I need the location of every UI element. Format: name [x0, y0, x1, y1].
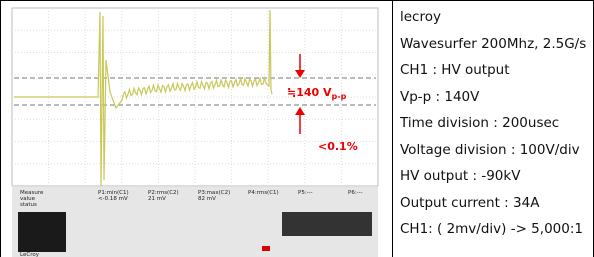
- cell-divider: [392, 0, 393, 257]
- info-line: Output current : 34A: [400, 190, 592, 217]
- info-line: CH1 : HV output: [400, 57, 592, 84]
- annotation-vpp-text: ≒140 V: [287, 86, 332, 99]
- param-value: 82 mV: [198, 196, 216, 202]
- info-line: Time division : 200usec: [400, 110, 592, 137]
- param-name: P6:---: [348, 190, 363, 196]
- page: ≒140 Vp-p <0.1% MeasurevaluestatusP1:min…: [0, 0, 594, 257]
- brand: LeCroy: [20, 252, 40, 257]
- timebase-box: [282, 212, 372, 236]
- info-line: Wavesurfer 200Mhz, 2.5G/s: [400, 31, 592, 58]
- param-value: <-0.18 mV: [98, 196, 128, 202]
- info-line: HV output : -90kV: [400, 163, 592, 190]
- measure-label: status: [20, 202, 37, 208]
- channel-box: [18, 212, 66, 252]
- oscilloscope-screenshot: ≒140 Vp-p <0.1% MeasurevaluestatusP1:min…: [0, 0, 392, 257]
- annotation-vpp-sub: p-p: [332, 92, 347, 101]
- info-line: Vp-p : 140V: [400, 84, 592, 111]
- param-name: P4:rms(C1): [248, 190, 279, 196]
- info-line: CH1: ( 2mv/div) -> 5,000:1: [400, 216, 592, 243]
- param-name: P5:---: [298, 190, 313, 196]
- trigger-indicator: [262, 246, 270, 251]
- info-line: lecroy: [400, 4, 592, 31]
- param-value: 21 mV: [148, 196, 166, 202]
- info-line: Voltage division : 100V/div: [400, 137, 592, 164]
- annotation-ratio: <0.1%: [318, 140, 358, 153]
